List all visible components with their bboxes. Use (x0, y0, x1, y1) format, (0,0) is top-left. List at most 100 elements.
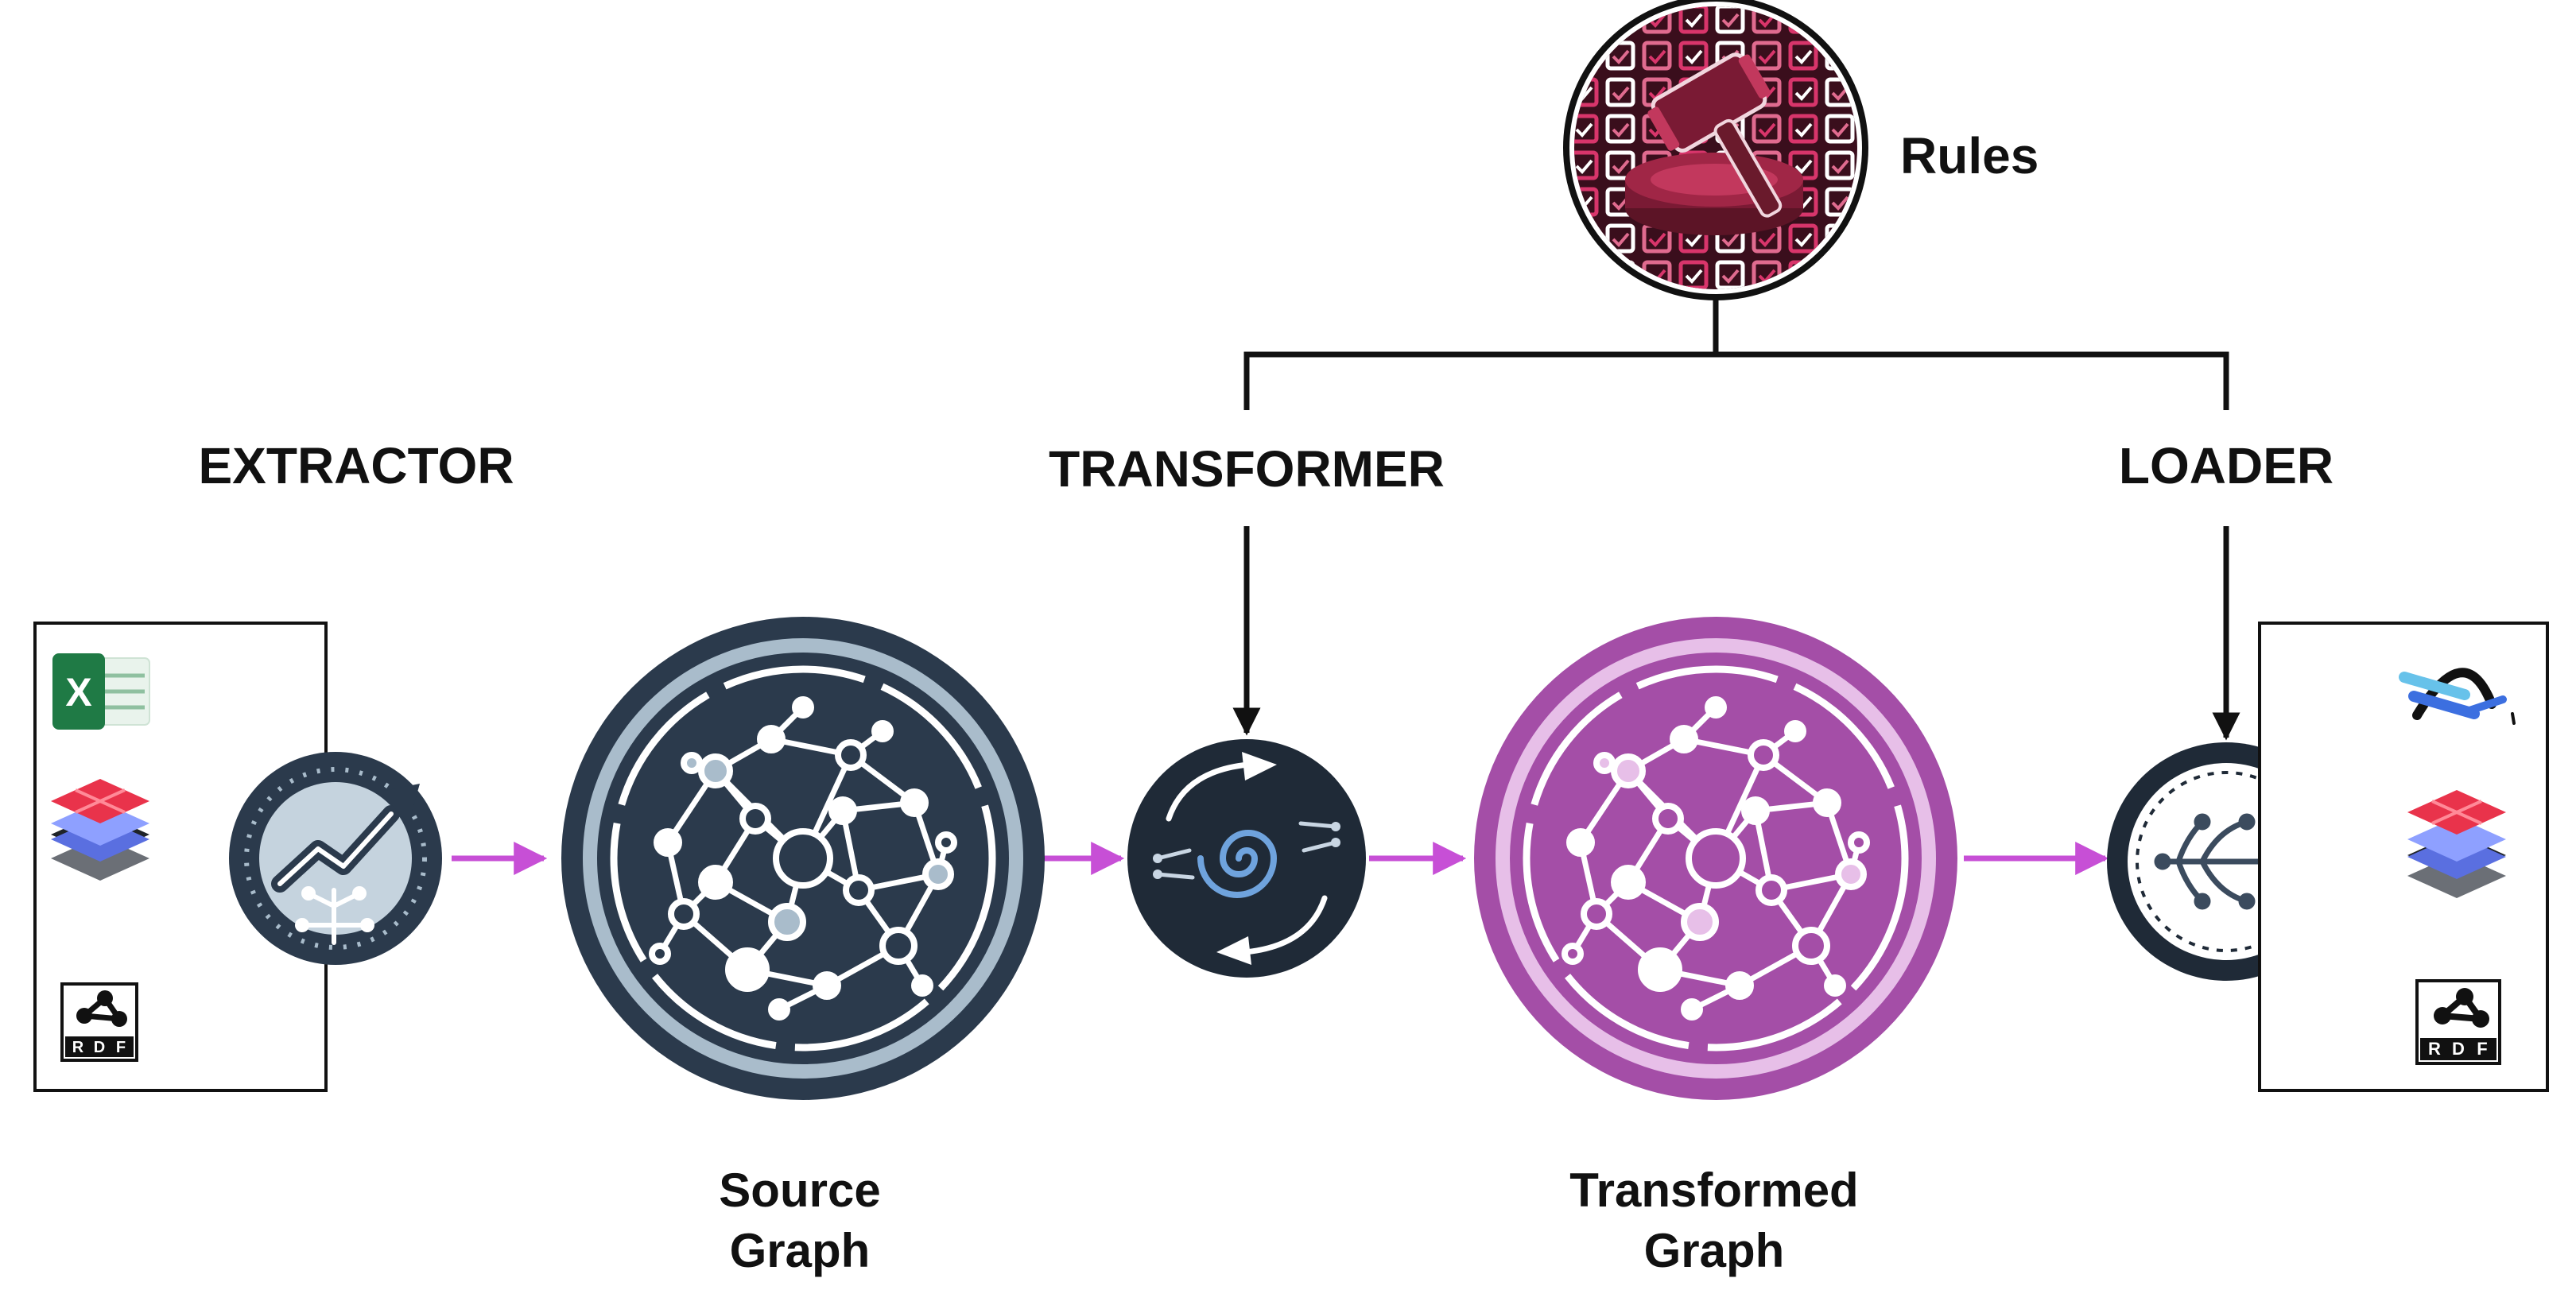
check-mark-icon (1794, 122, 1813, 137)
rules-connectors (1243, 286, 2229, 410)
checklist-tile (1574, 114, 1599, 144)
check-mark-icon (1831, 269, 1849, 284)
graph-node (698, 865, 733, 900)
check-mark-icon (1794, 86, 1813, 101)
check-mark-icon (1612, 86, 1630, 101)
rdf-letter: D (2452, 1039, 2465, 1059)
rdf-letter: R (72, 1039, 84, 1056)
graph-node (1670, 725, 1698, 753)
graph-node (768, 998, 790, 1021)
check-mark-icon (1685, 13, 1703, 28)
graph-node (935, 831, 957, 854)
check-mark-icon (1575, 49, 1593, 64)
checklist-tile (1825, 6, 1855, 34)
graph-node (757, 725, 786, 753)
extractor-node (229, 752, 442, 965)
check-mark-icon (1721, 13, 1740, 28)
graph-node (1824, 974, 1846, 997)
check-mark-icon (1831, 13, 1849, 28)
graph-node (1748, 739, 1779, 771)
graph-network (649, 696, 957, 1021)
check-mark-icon (1869, 14, 1884, 25)
checklist-tile (1752, 114, 1782, 144)
check-mark-icon (1612, 122, 1630, 137)
checklist-tile (1574, 6, 1599, 34)
checklist-tile (1574, 260, 1599, 289)
checklist-tile (1788, 114, 1818, 144)
check-mark-icon (1648, 13, 1666, 28)
graph-node (1784, 720, 1806, 742)
check-mark-icon (1831, 86, 1849, 101)
graph-node (773, 828, 833, 889)
checklist-tile (1605, 150, 1635, 180)
rdf-letter: D (94, 1039, 105, 1056)
check-mark-icon (1648, 232, 1666, 247)
graph-node (1566, 828, 1595, 857)
checklist-tile (1864, 189, 1889, 215)
check-mark-icon (1721, 269, 1740, 284)
checklist-tile (1678, 6, 1709, 34)
swirl-icon (1153, 752, 1340, 965)
checklist-tile (1864, 43, 1889, 68)
check-mark-icon (1721, 232, 1740, 247)
check-mark-icon (1794, 49, 1813, 64)
checklist-tile (1678, 41, 1709, 71)
rdf-letter: F (2477, 1039, 2487, 1059)
graph-node (1835, 858, 1867, 890)
excel-icon: X (52, 653, 150, 730)
circuit-tree-icon (295, 886, 374, 945)
graph-node (681, 752, 703, 774)
checklist-tile (1715, 260, 1745, 289)
graph-node (911, 974, 933, 997)
checklist-tile (1825, 114, 1855, 144)
graph-node (1741, 796, 1770, 825)
check-mark-icon (1831, 196, 1849, 211)
graph-node (1611, 865, 1646, 900)
rules-label: Rules (1900, 127, 2039, 184)
checklist-tile (1642, 41, 1672, 71)
transformed-graph-node (1474, 617, 1957, 1100)
graph-node (1686, 828, 1746, 889)
layers-icon (2407, 790, 2506, 898)
check-mark-icon (1758, 232, 1776, 247)
check-mark-icon (1869, 87, 1884, 99)
checklist-tile (1864, 226, 1889, 251)
check-mark-icon (1794, 232, 1813, 247)
check-mark-icon (1685, 232, 1703, 247)
checklist-tile (1864, 6, 1889, 32)
checklist-tile (1788, 41, 1818, 71)
check-mark-icon (1831, 122, 1849, 137)
check-mark-icon (1869, 124, 1884, 135)
source-graph-label-line1: Source (719, 1164, 880, 1217)
graph-node (879, 927, 918, 965)
check-mark-icon (1575, 269, 1593, 284)
check-mark-icon (1869, 270, 1884, 281)
graph-node (835, 739, 867, 771)
svg-text:X: X (65, 670, 91, 715)
graph-node (813, 971, 841, 1000)
check-mark-icon (1575, 232, 1593, 247)
graph-node (900, 788, 929, 817)
checklist-tile (1864, 262, 1889, 288)
graph-node (668, 898, 700, 930)
graph-node (1755, 874, 1787, 906)
transformed-graph-label-line1: Transformed (1569, 1164, 1858, 1217)
graph-node (739, 803, 771, 835)
graph-node (1848, 831, 1870, 854)
check-mark-icon (1575, 13, 1593, 28)
graph-network (1562, 696, 1870, 1021)
graph-node (1792, 927, 1830, 965)
graph-node (1581, 898, 1612, 930)
check-mark-icon (1794, 159, 1813, 174)
checklist-tile (1605, 223, 1635, 254)
checklist-tile (1605, 77, 1635, 107)
rdf-icon: R D F (60, 982, 138, 1062)
check-mark-icon (1612, 269, 1630, 284)
graph-node (1593, 752, 1616, 774)
extractor-label: EXTRACTOR (198, 437, 514, 494)
checklist-tile (1825, 150, 1855, 180)
loader-label: LOADER (2119, 437, 2334, 494)
graph-node (1638, 947, 1682, 992)
checklist-tile (1788, 77, 1818, 107)
rdf-letter: R (2428, 1039, 2441, 1059)
